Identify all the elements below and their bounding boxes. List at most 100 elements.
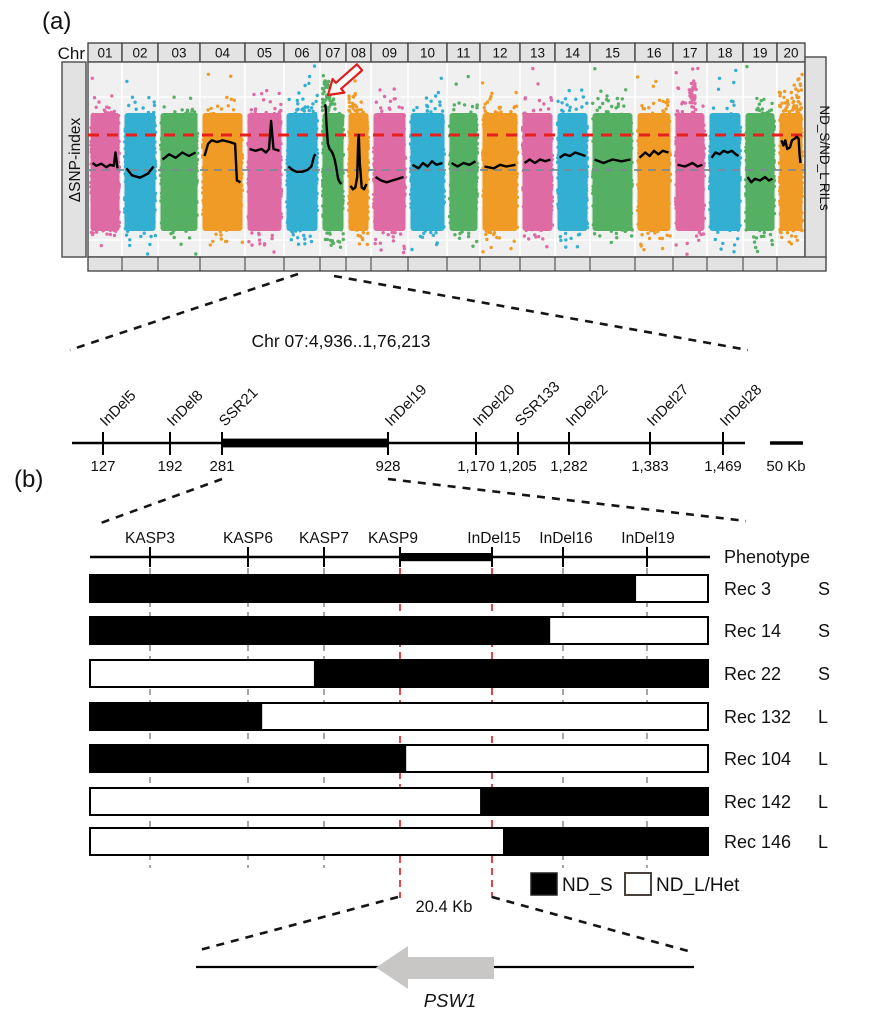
map-marker-name: InDel19 [382, 381, 431, 430]
callout-dashed-line [195, 895, 399, 953]
chromosome-number: 05 [257, 46, 272, 61]
map-marker-position: 1,205 [499, 458, 537, 475]
gene-arrow-icon [376, 946, 494, 989]
map-markers: InDel5 127 InDel8 192 SSR21 281 InDel19 928 InDe… [90, 378, 765, 475]
map-marker-position: 281 [209, 458, 234, 475]
phenotype-value: S [818, 621, 830, 641]
recombinant-row: Rec 132 L [89, 702, 828, 731]
snp-points [200, 72, 245, 247]
callout-a-to-map [69, 272, 749, 352]
snp-points [246, 88, 284, 254]
trend-line [484, 163, 516, 170]
trend-line [523, 158, 551, 165]
map-marker-name: SSR21 [216, 384, 262, 430]
trend-line [594, 158, 631, 165]
chromosome-number: 16 [646, 46, 661, 61]
trend-line [710, 149, 740, 159]
fine-candidate-bar [400, 553, 492, 562]
genotype-segment [89, 744, 407, 773]
chromosome-number: 13 [530, 46, 545, 61]
recombinant-row: Rec 22 S [89, 659, 830, 688]
phenotype-value: L [818, 832, 828, 852]
snp-points [320, 74, 346, 249]
genotype-segment [89, 827, 506, 856]
chromosome-number: 01 [97, 46, 112, 61]
chromosome-number: 20 [783, 46, 798, 61]
fine-marker-name: KASP6 [223, 530, 273, 547]
map-marker-name: InDel22 [563, 381, 612, 430]
snp-points [372, 87, 408, 255]
panel-b: (b) KASP3 KASP6 KASP7 KASP9 InDel15 InDel16 In… [14, 466, 830, 916]
phenotype-value: S [818, 579, 830, 599]
trend-line [161, 151, 197, 161]
map-marker-name: SSR133 [512, 378, 564, 430]
genotype-segment [480, 787, 709, 816]
chromosome-number: 04 [215, 46, 231, 61]
region-title: Chr 07:4,936..1,76,213 [251, 331, 430, 351]
chromosome-number: 11 [456, 46, 470, 61]
fine-marker-name: InDel16 [539, 530, 592, 547]
genotype-segment [89, 702, 263, 731]
recombinant-row: Rec 146 L [89, 827, 828, 856]
callout-dashed-line [97, 477, 223, 526]
snp-points [635, 75, 673, 252]
trend-line [746, 175, 774, 184]
chromosome-number: 10 [420, 46, 435, 61]
trend-line [287, 153, 317, 174]
scale-bar-label: 50 Kb [766, 458, 805, 475]
candidate-interval-bar [222, 438, 388, 448]
chromosome-number: 18 [717, 46, 732, 61]
population-label: ND_S/ND_L RILs [817, 105, 832, 211]
genotype-segment [503, 827, 709, 856]
delta-snp-trend-lines [91, 104, 802, 191]
genotype-segment [548, 616, 710, 645]
recombinant-row: Rec 14 S [89, 616, 830, 645]
trend-line [780, 135, 802, 164]
genotype-segment [634, 574, 709, 603]
fine-map-markers: KASP3 KASP6 KASP7 KASP9 InDel15 InDel16 InDel1… [125, 530, 675, 567]
callout-map-to-b [97, 477, 747, 526]
callout-dashed-line [387, 477, 747, 523]
genotype-segment [404, 744, 709, 773]
recombinant-name: Rec 142 [724, 792, 791, 812]
peak-arrow-icon [326, 63, 364, 97]
callout-dashed-line [333, 274, 749, 352]
trend-line [450, 160, 477, 168]
map-marker-position: 127 [90, 458, 115, 475]
chromosome-number: 06 [294, 46, 309, 61]
callout-dashed-line [491, 895, 689, 953]
genotype-segment [313, 659, 709, 688]
recombinant-name: Rec 104 [724, 749, 791, 769]
y-axis-strip [61, 61, 87, 258]
callout-dashed-line [69, 272, 299, 352]
phenotype-value: S [818, 664, 830, 684]
bottom-strip-ticks [121, 257, 778, 271]
map-marker-name: InDel8 [164, 387, 207, 430]
fine-marker-name: KASP9 [368, 530, 418, 547]
callout-b-to-gene [195, 895, 689, 953]
gene-diagram: PSW1 [196, 946, 694, 1011]
recombinant-name: Rec 132 [724, 707, 791, 727]
map-marker-position: 192 [157, 458, 182, 475]
chromosome-number: 19 [752, 46, 767, 61]
map-marker-name: InDel20 [470, 381, 519, 430]
region-map: Chr 07:4,936..1,76,213 InDel5 127 InDel8 19… [72, 331, 806, 475]
snp-points [674, 66, 707, 256]
genotype-segment [89, 616, 551, 645]
trend-line [125, 165, 155, 179]
fine-marker-name: InDel15 [467, 530, 520, 547]
trend-line [323, 104, 343, 185]
snp-points [777, 72, 805, 246]
chr-axis-label: Chr [58, 44, 86, 63]
trend-line [249, 119, 280, 154]
snp-points [555, 88, 590, 249]
recombinant-name: Rec 14 [724, 621, 781, 641]
map-marker-position: 928 [375, 458, 400, 475]
snp-scatter-points [89, 64, 805, 256]
trend-line [411, 160, 443, 170]
phenotype-value: L [818, 749, 828, 769]
chromosome-number: 03 [171, 46, 186, 61]
